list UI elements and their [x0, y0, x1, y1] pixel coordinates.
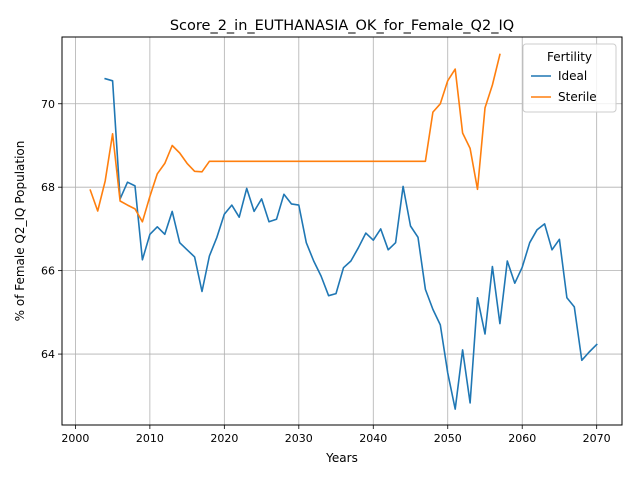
y-tick-label: 68 [41, 181, 55, 194]
series-layer [89, 53, 598, 410]
x-tick-label: 2040 [359, 432, 387, 445]
plot-frame [61, 36, 623, 426]
legend-label-sterile: Sterile [558, 90, 597, 104]
legend-box [522, 43, 617, 113]
series-line-sterile [89, 53, 501, 223]
x-tick-label: 2050 [434, 432, 462, 445]
x-tick-label: 2030 [285, 432, 313, 445]
x-axis-ticks: 2000 2010 2020 2030 2040 2050 2060 2070 [61, 425, 611, 445]
legend-label-ideal: Ideal [558, 69, 587, 83]
x-tick-label: 2060 [508, 432, 536, 445]
y-axis-ticks: 64 66 68 70 [41, 98, 62, 361]
y-tick-label: 66 [41, 265, 55, 278]
y-tick-label: 70 [41, 98, 55, 111]
y-tick-label: 64 [41, 348, 55, 361]
x-tick-label: 2010 [136, 432, 164, 445]
x-axis-label: Years [325, 451, 358, 465]
x-tick-label: 2000 [61, 432, 89, 445]
series-line-ideal [104, 77, 598, 410]
y-axis-label: % of Female Q2_IQ Population [13, 141, 27, 322]
chart-title: Score_2_in_EUTHANASIA_OK_for_Female_Q2_I… [170, 18, 514, 34]
x-tick-label: 2020 [210, 432, 238, 445]
legend: Fertility Ideal Sterile [522, 43, 617, 113]
x-tick-label: 2070 [583, 432, 611, 445]
legend-title: Fertility [547, 50, 592, 64]
